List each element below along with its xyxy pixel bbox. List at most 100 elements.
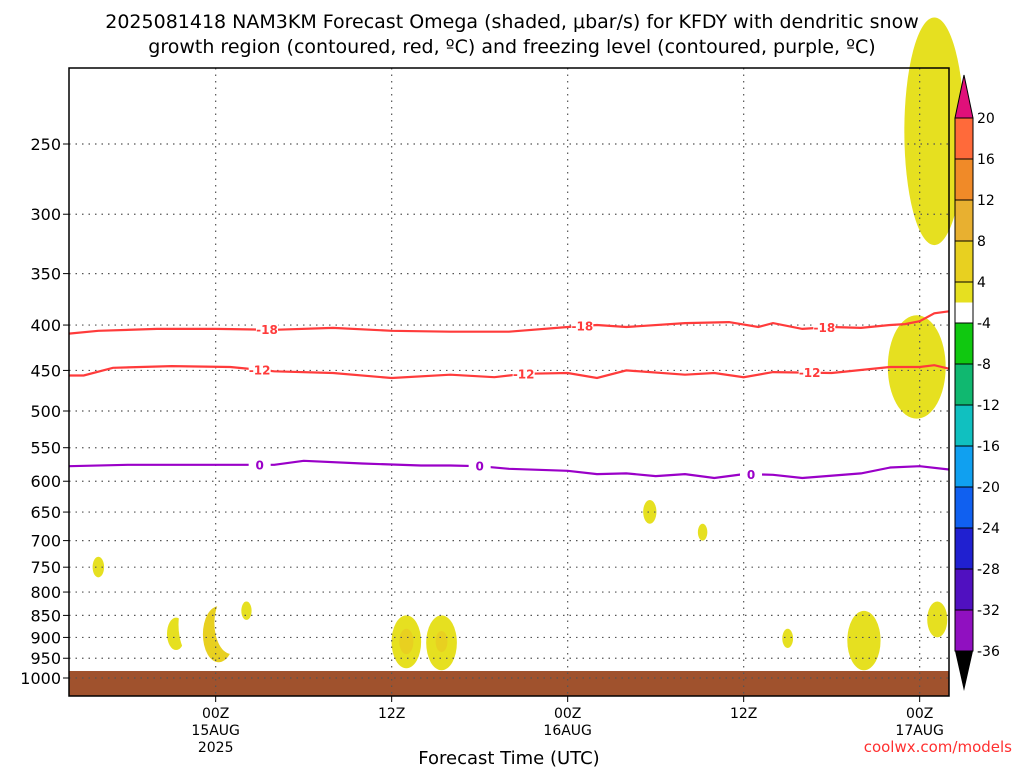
omega-shading <box>69 17 965 696</box>
omega-region-5 <box>214 592 250 655</box>
contour-label--18-1: -18 <box>571 320 593 334</box>
colorbar-band-7 <box>955 405 973 446</box>
colorbar-label-11: -28 <box>977 562 1000 578</box>
colorbar-bottom-arrow <box>955 651 973 691</box>
contour-label-bg-2-1 <box>468 459 491 474</box>
contour-label--12-0: -12 <box>249 363 271 377</box>
contour-label-0-1: 0 <box>475 460 483 474</box>
ground-region <box>69 671 949 696</box>
contour-label--12-2: -12 <box>799 366 821 380</box>
y-tick-label-750: 750 <box>30 558 61 577</box>
colorbar-label-12: -32 <box>977 603 1000 619</box>
y-axis-ticks: 250 300 350 400 450 500 550 600 650 700 750 800 850 9… <box>20 135 69 688</box>
y-tick-label-400: 400 <box>30 316 61 335</box>
contour-label-bg-1-2 <box>798 365 821 380</box>
colorbar-label-10: -24 <box>977 521 1000 537</box>
chart-title-line1: 2025081418 NAM3KM Forecast Omega (shaded… <box>105 11 918 33</box>
omega-region-12 <box>697 523 708 541</box>
omega-region-14 <box>753 626 764 644</box>
x-tick-label-4-1: 00Z <box>906 706 933 722</box>
colorbar-band-4-b <box>955 302 973 323</box>
colorbar-label-7: -12 <box>977 398 1000 414</box>
y-tick-label-450: 450 <box>30 361 61 380</box>
y-tick-label-350: 350 <box>30 265 61 284</box>
colorbar-band-10 <box>955 528 973 569</box>
colorbar-band-6 <box>955 364 973 405</box>
colorbar-band-0 <box>955 118 973 159</box>
y-tick-label-800: 800 <box>30 583 61 602</box>
y-tick-label-550: 550 <box>30 439 61 458</box>
contour-label--18-2: -18 <box>813 321 835 335</box>
y-tick-label-600: 600 <box>30 472 61 491</box>
contour-label-bg-2-0 <box>248 457 271 472</box>
colorbar-label-3: 8 <box>977 234 986 250</box>
omega-region-10 <box>435 630 448 653</box>
colorbar-label-6: -8 <box>977 357 991 373</box>
contour-label-0-0: 0 <box>255 458 263 472</box>
x-axis-label: Forecast Time (UTC) <box>418 748 599 768</box>
colorbar-band-2 <box>955 200 973 241</box>
colorbar-label-1: 16 <box>977 152 995 168</box>
omega-region-1 <box>131 603 166 665</box>
y-tick-label-500: 500 <box>30 402 61 421</box>
y-tick-label-850: 850 <box>30 606 61 625</box>
omega-region-11 <box>643 500 657 524</box>
colorbar-band-3 <box>955 241 973 282</box>
x-tick-label-1-1: 12Z <box>378 706 405 722</box>
colorbar-label-5: -4 <box>977 316 991 332</box>
omega-region-0 <box>92 556 105 578</box>
x-tick-label-0-3: 2025 <box>198 740 234 756</box>
colorbar-band-5 <box>955 323 973 364</box>
colorbar-label-2: 12 <box>977 193 995 209</box>
colorbar-band-11 <box>955 569 973 610</box>
colorbar-band-9 <box>955 487 973 528</box>
contour-label--12-1: -12 <box>513 367 535 381</box>
y-tick-label-300: 300 <box>30 205 61 224</box>
colorbar: 20 16 12 8 4 -4 -8 -12 -16 -20 -24 -28 -32 -36 <box>954 74 1000 691</box>
y-tick-label-250: 250 <box>30 135 61 154</box>
contour-label-0-2: 0 <box>747 468 755 482</box>
y-tick-label-950: 950 <box>30 649 61 668</box>
colorbar-label-4: 4 <box>977 275 986 291</box>
omega-region-8 <box>399 628 414 655</box>
omega-region-15 <box>782 628 794 648</box>
contour-label-bg-0-2 <box>813 320 836 335</box>
plot-frame <box>68 67 950 697</box>
credit-text: coolwx.com/models <box>864 738 1012 756</box>
x-tick-label-0-1: 00Z <box>202 706 229 722</box>
contour-label-bg-1-1 <box>512 366 535 381</box>
x-tick-label-2-1: 00Z <box>554 706 581 722</box>
grid-lines <box>69 68 949 696</box>
omega-region-13 <box>681 619 704 659</box>
colorbar-band-1 <box>955 159 973 200</box>
colorbar-band-8 <box>955 446 973 487</box>
colorbar-label-0: 20 <box>977 111 995 127</box>
y-tick-label-700: 700 <box>30 532 61 551</box>
contour-label-bg-0-1 <box>571 319 594 334</box>
x-tick-label-2-2: 16AUG <box>543 723 592 739</box>
chart-title-line2: growth region (contoured, red, ºC) and f… <box>148 36 875 58</box>
x-tick-label-0-2: 15AUG <box>191 723 240 739</box>
omega-region-16 <box>812 626 822 644</box>
omega-region-17 <box>847 610 881 671</box>
colorbar-label-13: -36 <box>977 644 1000 660</box>
y-tick-label-900: 900 <box>30 628 61 647</box>
omega-region-20 <box>927 601 948 638</box>
x-tick-label-3-1: 12Z <box>730 706 757 722</box>
contour-label-bg-1-0 <box>248 362 271 377</box>
contour-label--18-0: -18 <box>256 323 278 337</box>
x-tick-label-4-2: 17AUG <box>895 723 944 739</box>
contour-label-bg-2-2 <box>740 467 762 482</box>
colorbar-band-12 <box>955 610 973 651</box>
contour-line-0 <box>68 459 950 480</box>
contour-label-bg-0-0 <box>256 322 278 337</box>
y-tick-label-650: 650 <box>30 503 61 522</box>
y-tick-label-1000: 1000 <box>20 669 61 688</box>
colorbar-label-9: -20 <box>977 480 1000 496</box>
colorbar-label-8: -16 <box>977 439 1000 455</box>
contour-line--12 <box>69 364 950 380</box>
contour-lines: -18 -18 -18 -12 -12 -12 0 0 0 <box>68 310 950 482</box>
